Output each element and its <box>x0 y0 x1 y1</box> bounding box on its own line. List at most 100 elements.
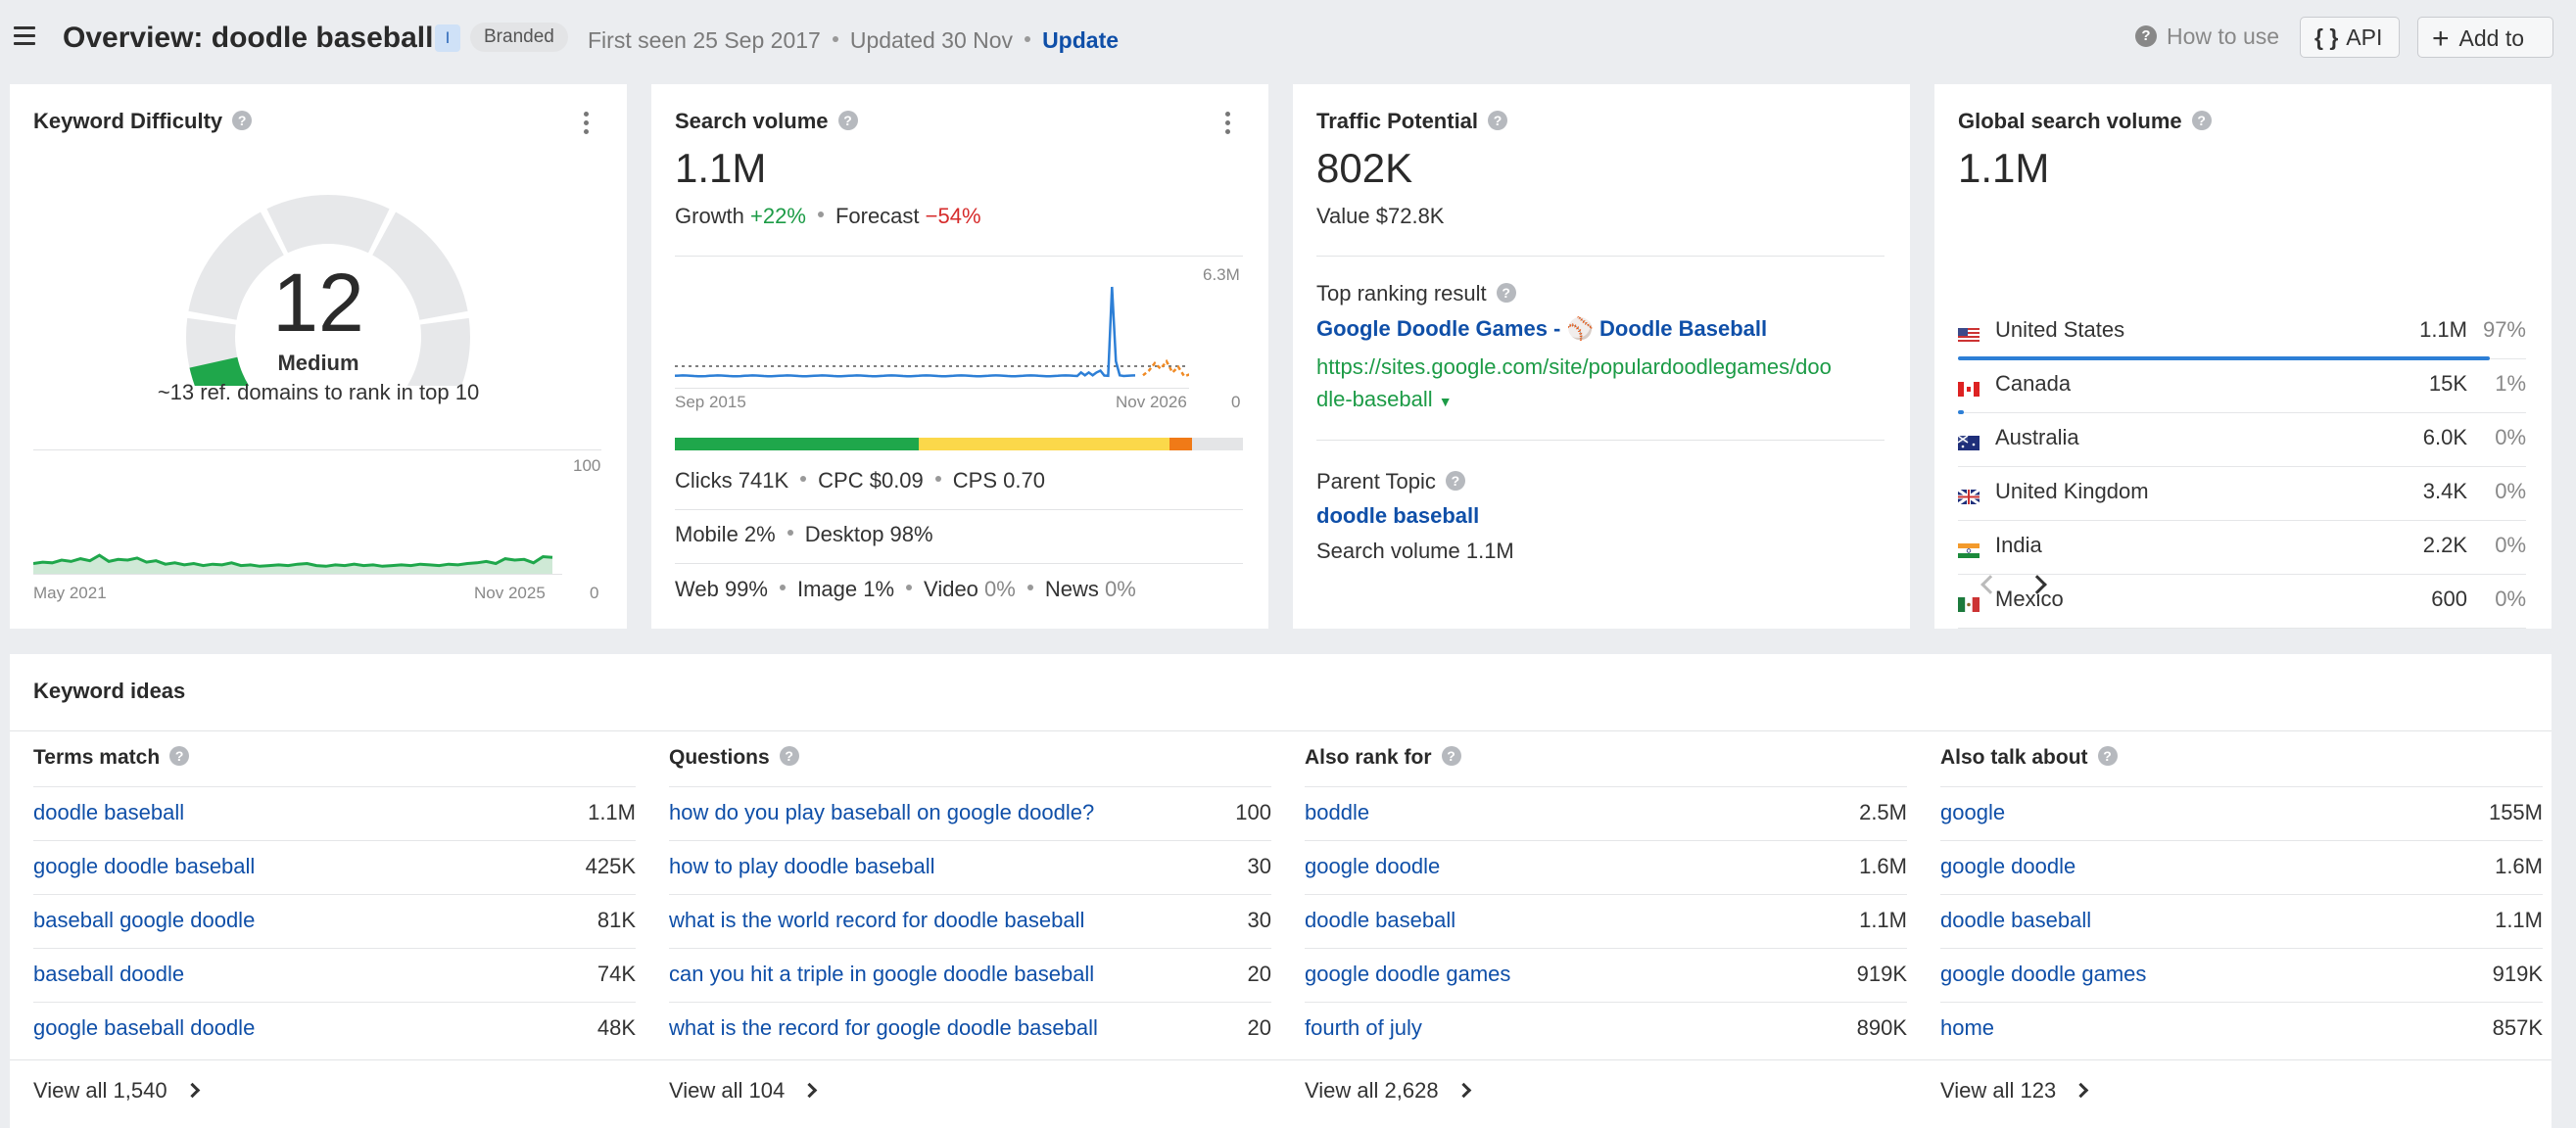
keyword-volume: 81K <box>596 908 636 932</box>
help-icon[interactable]: ? <box>1496 283 1516 304</box>
help-icon[interactable]: ? <box>1441 746 1461 767</box>
menu-icon[interactable] <box>14 26 35 48</box>
keyword-link[interactable]: what is the record for google doodle bas… <box>669 1015 1098 1040</box>
traffic-potential-value: 802K <box>1316 145 1413 191</box>
keyword-link[interactable]: what is the world record for doodle base… <box>669 908 1085 932</box>
help-icon[interactable]: ? <box>232 111 253 131</box>
keyword-row: home 857K <box>1940 1002 2543 1056</box>
volume-chart-min: 0 <box>1231 393 1241 411</box>
keyword-row: what is the world record for doodle base… <box>669 894 1271 948</box>
flag-icon <box>1958 323 1980 343</box>
how-to-use-link[interactable]: ? How to use <box>2135 24 2279 50</box>
view-all-link[interactable]: View all 2,628 <box>1305 1078 1471 1104</box>
add-to-button[interactable]: + Add to <box>2417 17 2553 58</box>
keyword-link[interactable]: google doodle <box>1305 854 1441 878</box>
keyword-link[interactable]: doodle baseball <box>1940 908 2092 932</box>
more-options-icon[interactable] <box>584 112 590 135</box>
view-all-link[interactable]: View all 123 <box>1940 1078 2089 1104</box>
country-row[interactable]: United States 1.1M 97% <box>1958 306 2526 360</box>
country-share: 0% <box>2495 587 2526 611</box>
api-button[interactable]: { } API <box>2300 17 2400 58</box>
country-share: 0% <box>2495 479 2526 503</box>
help-icon[interactable]: ? <box>779 746 799 767</box>
country-volume: 600 <box>2431 587 2467 611</box>
keyword-link[interactable]: baseball doodle <box>33 962 185 986</box>
view-all-link[interactable]: View all 1,540 <box>33 1078 200 1104</box>
keyword-link[interactable]: doodle baseball <box>33 800 185 824</box>
keyword-row: google doodle games 919K <box>1940 948 2543 1002</box>
braces-icon: { } <box>2314 24 2339 50</box>
column-header: Also talk about? <box>1940 746 2118 770</box>
page-title: Overview: doodle baseball <box>63 22 434 54</box>
keyword-volume: 100 <box>1235 800 1271 824</box>
keyword-row: can you hit a triple in google doodle ba… <box>669 948 1271 1002</box>
intent-badge: I <box>435 24 460 52</box>
keyword-row: how do you play baseball on google doodl… <box>669 786 1271 840</box>
keyword-link[interactable]: boddle <box>1305 800 1370 824</box>
top-result-url[interactable]: https://sites.google.com/site/populardoo… <box>1316 354 1832 379</box>
keyword-volume: 1.1M <box>2495 908 2543 932</box>
view-all-link[interactable]: View all 104 <box>669 1078 818 1104</box>
help-icon[interactable]: ? <box>2191 111 2212 131</box>
keyword-link[interactable]: google baseball doodle <box>33 1015 256 1040</box>
keyword-row: boddle 2.5M <box>1305 786 1907 840</box>
help-icon[interactable]: ? <box>169 746 190 767</box>
help-icon[interactable]: ? <box>837 111 858 131</box>
chevron-right-icon <box>2073 1082 2089 1099</box>
card-title: Keyword Difficulty? <box>33 109 253 134</box>
keyword-link[interactable]: can you hit a triple in google doodle ba… <box>669 962 1095 986</box>
help-icon: ? <box>2135 24 2157 47</box>
dropdown-caret-icon: ▼ <box>1438 394 1453 409</box>
branded-badge: Branded <box>470 23 568 52</box>
global-volume-value: 1.1M <box>1958 145 2050 191</box>
help-icon[interactable]: ? <box>1488 111 1508 131</box>
country-row[interactable]: Mexico 600 0% <box>1958 575 2526 629</box>
help-icon[interactable]: ? <box>2097 746 2118 767</box>
volume-trend-chart <box>675 286 1189 378</box>
more-options-icon[interactable] <box>1225 112 1231 135</box>
clicks-line: Clicks 741K CPC $0.09 CPS 0.70 <box>675 468 1045 493</box>
keyword-link[interactable]: fourth of july <box>1305 1015 1422 1040</box>
keyword-link[interactable]: how to play doodle baseball <box>669 854 935 878</box>
volume-chart-end: Nov 2026 <box>1116 393 1187 411</box>
click-share-segment <box>1169 438 1192 450</box>
flag-icon <box>1958 539 1980 558</box>
keyword-difficulty-card: Keyword Difficulty? 12 Medium ~13 ref. d… <box>10 84 627 629</box>
kd-history-end: Nov 2025 <box>474 584 546 602</box>
country-row[interactable]: India 2.2K 0% <box>1958 521 2526 575</box>
parent-topic-link[interactable]: doodle baseball <box>1316 503 1480 528</box>
kd-history-min: 0 <box>590 584 599 602</box>
country-row[interactable]: Australia 6.0K 0% <box>1957 413 2526 467</box>
help-icon[interactable]: ? <box>1445 471 1465 492</box>
keyword-volume: 2.5M <box>1859 800 1907 824</box>
country-row[interactable]: Canada 15K 1% <box>1958 359 2526 414</box>
keyword-volume: 1.6M <box>1859 854 1907 878</box>
kd-history-chart <box>33 553 553 574</box>
keyword-link[interactable]: home <box>1940 1015 1995 1040</box>
update-link[interactable]: Update <box>1042 27 1120 53</box>
country-row[interactable]: United Kingdom 3.4K 0% <box>1957 467 2526 521</box>
keyword-link[interactable]: doodle baseball <box>1305 908 1456 932</box>
click-share-segment <box>1191 438 1243 450</box>
country-name: India <box>1995 533 2042 557</box>
keyword-link[interactable]: google doodle baseball <box>33 854 256 878</box>
country-name: Australia <box>1995 425 2079 449</box>
keyword-row: google doodle games 919K <box>1305 948 1907 1002</box>
country-share: 0% <box>2495 533 2526 557</box>
kd-level: Medium <box>277 351 359 375</box>
gauge-segment <box>188 212 284 320</box>
keyword-link[interactable]: baseball google doodle <box>33 908 256 932</box>
top-result-url-cont[interactable]: dle-baseball ▼ <box>1316 387 1453 411</box>
keyword-link[interactable]: google doodle <box>1940 854 2076 878</box>
keyword-volume: 20 <box>1247 1015 1271 1040</box>
search-volume-value: 1.1M <box>675 145 767 191</box>
country-share: 0% <box>2495 425 2526 449</box>
top-result-title[interactable]: Google Doodle Games - ⚾ Doodle Baseball <box>1316 316 1768 341</box>
keyword-link[interactable]: google doodle games <box>1305 962 1511 986</box>
keyword-link[interactable]: google <box>1940 800 2006 824</box>
forecast-value: −54% <box>925 204 981 228</box>
keyword-link[interactable]: how do you play baseball on google doodl… <box>669 800 1095 824</box>
keyword-link[interactable]: google doodle games <box>1940 962 2147 986</box>
keyword-row: what is the record for google doodle bas… <box>669 1002 1271 1056</box>
chevron-right-icon <box>801 1082 818 1099</box>
